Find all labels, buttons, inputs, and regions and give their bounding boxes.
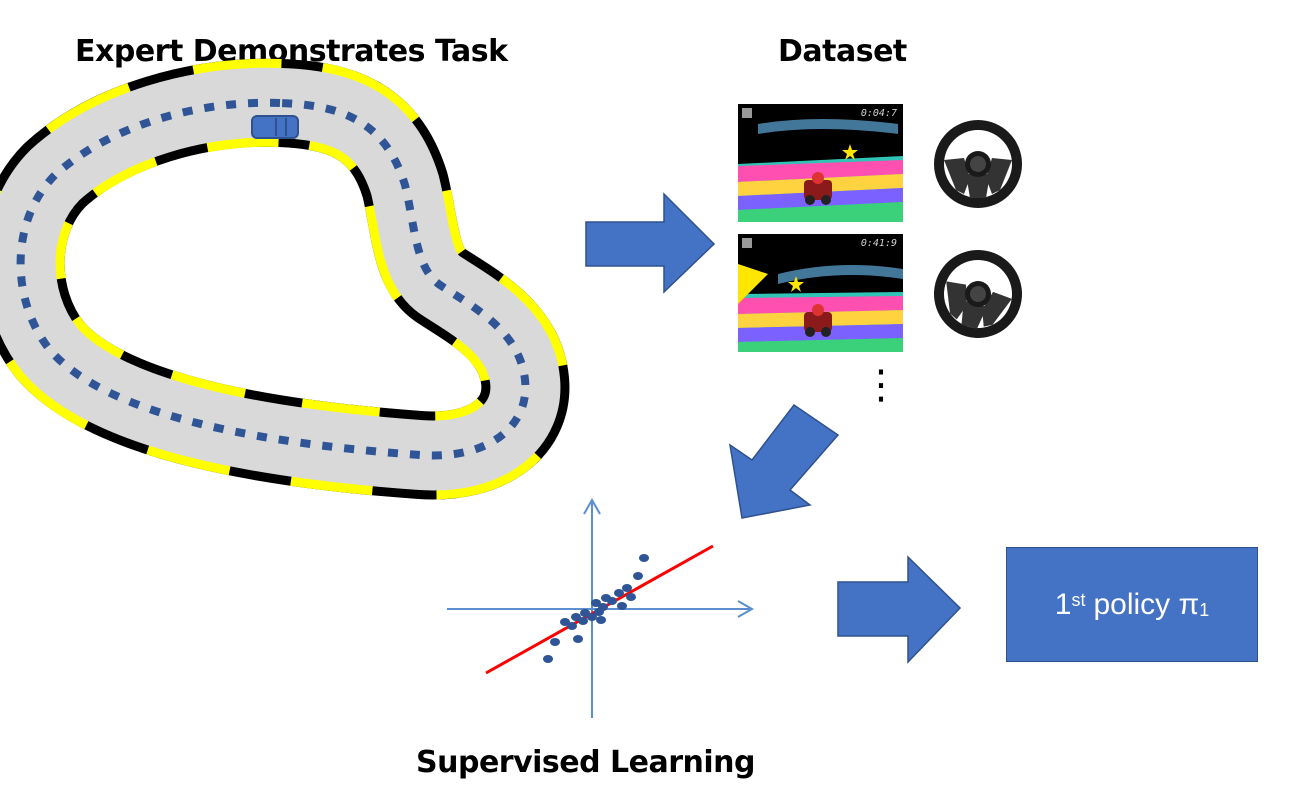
race-car-icon	[251, 115, 299, 139]
data-points	[543, 554, 649, 663]
arrow-to-dataset	[585, 192, 716, 294]
game-screenshot	[738, 104, 903, 222]
policy-symbol: π	[1178, 587, 1200, 621]
scatter-plot	[447, 497, 755, 718]
frame-timestamp: 0:41:9	[860, 238, 897, 249]
dataset-frame: 0:04:7	[738, 104, 903, 222]
policy-subscript: 1	[1199, 600, 1210, 620]
race-track	[21, 103, 526, 456]
vertical-ellipsis-icon: ⋮	[861, 362, 901, 408]
dataset-heading: Dataset	[778, 34, 907, 69]
policy-ordinal-number: 1	[1054, 587, 1072, 621]
dataset-frame: 0:41:9	[738, 234, 903, 352]
supervised-learning-heading: Supervised Learning	[416, 745, 756, 780]
steering-wheel-icon	[934, 120, 1022, 208]
policy-word: policy	[1093, 587, 1171, 621]
arrow-to-supervised-learning	[728, 403, 840, 519]
arrow-to-policy	[837, 555, 962, 664]
frame-timestamp: 0:04:7	[860, 108, 897, 119]
game-screenshot	[738, 234, 903, 352]
policy-ordinal-suffix: st	[1071, 590, 1086, 610]
steering-wheel-icon	[934, 250, 1022, 338]
